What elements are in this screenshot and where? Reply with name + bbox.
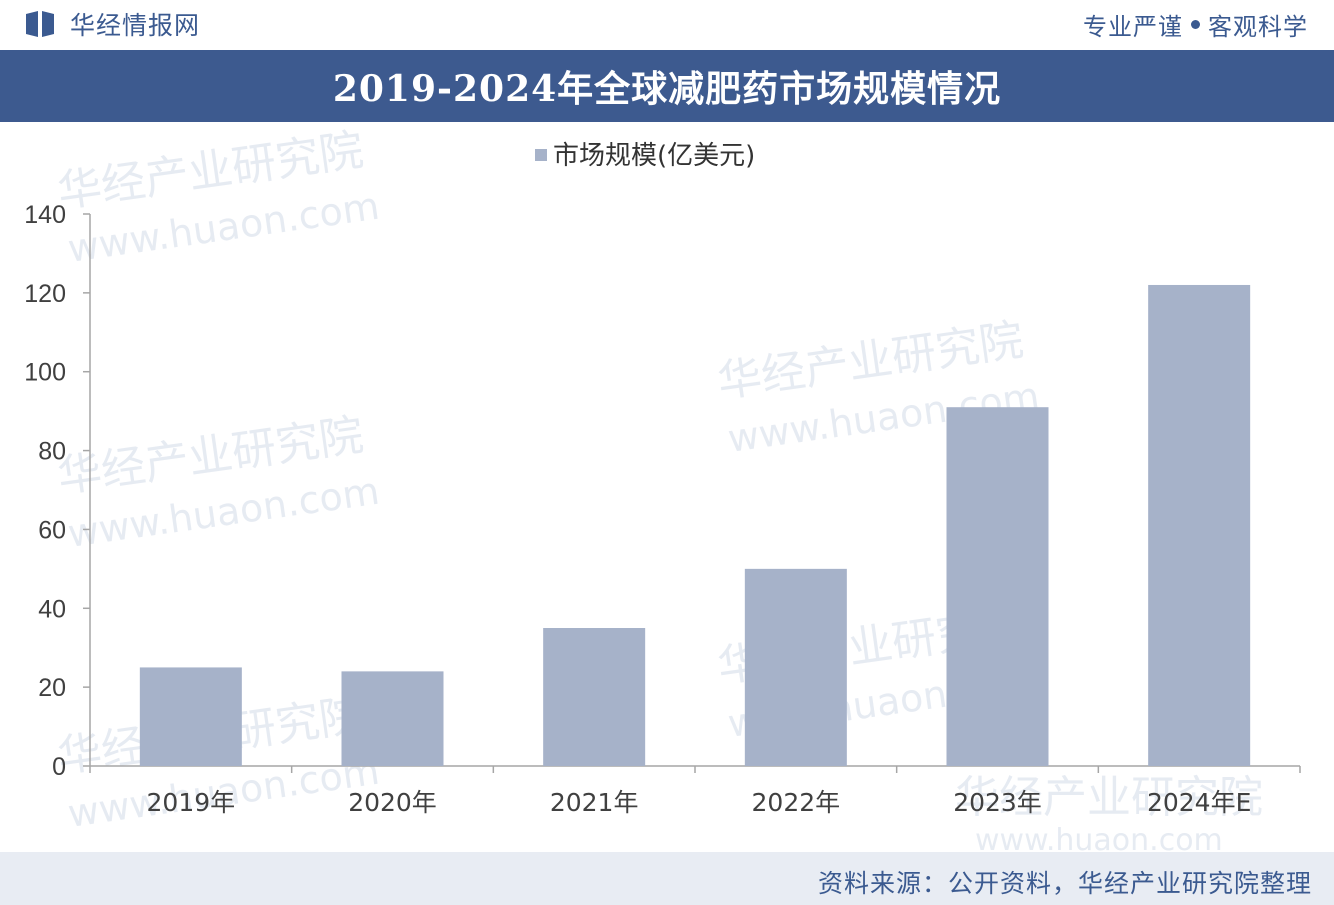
bar <box>946 407 1049 766</box>
y-tick-label: 140 <box>24 201 66 229</box>
plot-area: 0 20 40 60 80 100 120 140 2019年 2020年 2021年 2022年 20… <box>24 201 1301 817</box>
bar <box>139 667 242 766</box>
title-bar: 2019-2024年全球减肥药市场规模情况 <box>0 50 1334 122</box>
x-tick-label: 2019年 <box>147 788 236 817</box>
x-tick-label: 2023年 <box>953 788 1042 817</box>
slogan-left: 专业严谨 <box>1083 12 1183 41</box>
top-bar: 华经情报网 专业严谨 客观科学 <box>0 0 1334 48</box>
bar <box>543 628 646 766</box>
footer: 资料来源：公开资料，华经产业研究院整理 <box>0 852 1334 905</box>
brand-name: 华经情报网 <box>70 11 201 40</box>
bar-chart: 华经产业研究院 www.huaon.com 华经产业研究院 www.huaon.… <box>24 125 1301 852</box>
watermark-name: 华经产业研究院 <box>955 772 1263 823</box>
source-note: 资料来源：公开资料，华经产业研究院整理 <box>817 869 1312 898</box>
brand-logo-icon <box>26 11 54 37</box>
y-tick-label: 60 <box>38 516 66 544</box>
brand: 华经情报网 <box>26 8 200 40</box>
x-tick-label: 2020年 <box>348 788 437 817</box>
y-tick-label: 20 <box>38 674 66 702</box>
slogan-right: 客观科学 <box>1208 12 1308 41</box>
watermark-url: www.huaon.com <box>975 823 1223 852</box>
y-tick-label: 80 <box>38 438 66 466</box>
chart-title: 2019-2024年全球减肥药市场规模情况 <box>332 68 1002 110</box>
bar <box>1148 284 1251 766</box>
legend: 市场规模(亿美元) <box>535 141 755 171</box>
x-tick-label: 2022年 <box>752 788 841 817</box>
y-tick-label: 120 <box>24 280 66 308</box>
x-tick-label: 2021年 <box>550 788 639 817</box>
legend-label: 市场规模(亿美元) <box>553 141 755 171</box>
y-tick-label: 0 <box>52 753 66 781</box>
y-tick-label: 40 <box>38 595 66 623</box>
bar <box>341 671 444 766</box>
x-tick-label: 2024年E <box>1147 788 1251 817</box>
bar <box>744 568 847 766</box>
legend-swatch <box>535 149 547 161</box>
slogan-dot-icon <box>1191 19 1200 29</box>
y-tick-label: 100 <box>24 359 66 387</box>
slogan: 专业严谨 客观科学 <box>1083 8 1308 41</box>
